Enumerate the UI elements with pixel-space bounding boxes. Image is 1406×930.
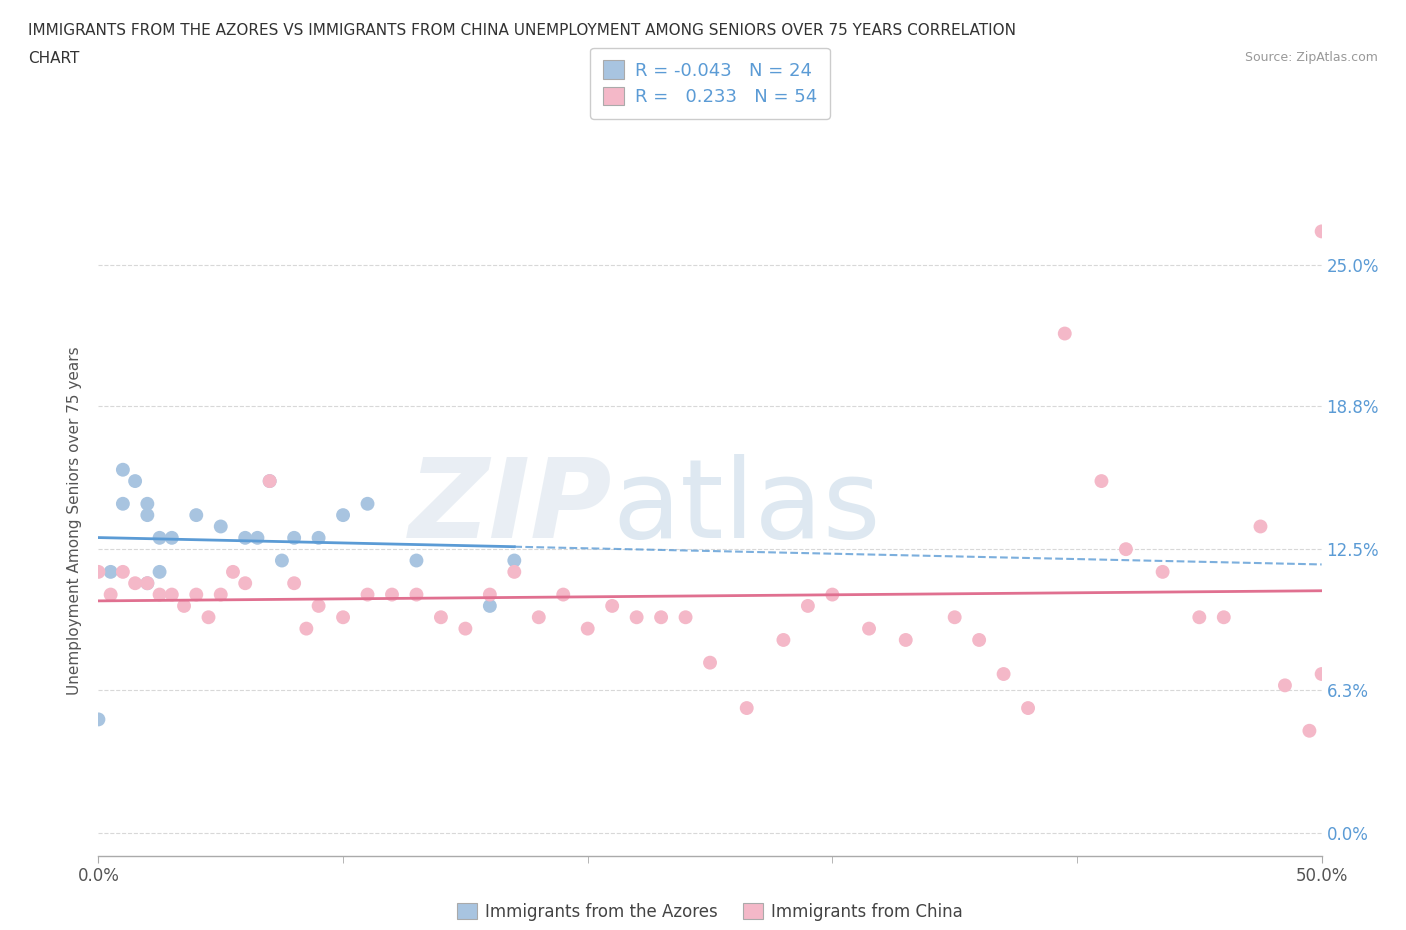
Point: [576, 621, 599, 636]
Point: [186, 508, 208, 523]
Point: [186, 587, 208, 602]
Point: [503, 553, 526, 568]
Point: [797, 599, 820, 614]
Text: IMMIGRANTS FROM THE AZORES VS IMMIGRANTS FROM CHINA UNEMPLOYMENT AMONG SENIORS O: IMMIGRANTS FROM THE AZORES VS IMMIGRANTS…: [28, 23, 1017, 38]
Legend: Immigrants from the Azores, Immigrants from China: Immigrants from the Azores, Immigrants f…: [450, 897, 970, 927]
Point: [100, 565, 122, 579]
Point: [1298, 724, 1320, 738]
Point: [160, 587, 183, 602]
Point: [222, 565, 245, 579]
Point: [1310, 224, 1333, 239]
Point: [136, 508, 159, 523]
Point: [1115, 542, 1137, 557]
Point: [1152, 565, 1174, 579]
Point: [821, 587, 844, 602]
Point: [295, 621, 318, 636]
Point: [270, 553, 294, 568]
Point: [454, 621, 477, 636]
Point: [308, 530, 330, 545]
Point: [259, 473, 281, 488]
Point: [332, 610, 354, 625]
Text: atlas: atlas: [612, 454, 880, 561]
Point: [405, 587, 427, 602]
Point: [478, 599, 501, 614]
Point: [1212, 610, 1234, 625]
Point: [149, 565, 172, 579]
Point: [246, 530, 269, 545]
Point: [1188, 610, 1211, 625]
Point: [858, 621, 880, 636]
Point: [111, 497, 134, 512]
Point: [197, 610, 219, 625]
Point: [993, 667, 1015, 682]
Point: [527, 610, 550, 625]
Text: ZIP: ZIP: [409, 454, 612, 561]
Point: [332, 508, 354, 523]
Point: [149, 530, 172, 545]
Point: [173, 599, 195, 614]
Point: [430, 610, 453, 625]
Point: [209, 519, 232, 534]
Point: [772, 632, 794, 647]
Point: [1017, 700, 1039, 715]
Point: [675, 610, 697, 625]
Point: [308, 599, 330, 614]
Point: [626, 610, 648, 625]
Point: [111, 462, 134, 477]
Point: [943, 610, 966, 625]
Point: [1274, 678, 1296, 693]
Point: [1249, 519, 1271, 534]
Point: [967, 632, 990, 647]
Point: [149, 587, 172, 602]
Text: Source: ZipAtlas.com: Source: ZipAtlas.com: [1244, 51, 1378, 64]
Point: [1310, 667, 1333, 682]
Point: [124, 576, 146, 591]
Point: [136, 576, 159, 591]
Point: [650, 610, 672, 625]
Point: [124, 473, 146, 488]
Point: [136, 497, 159, 512]
Point: [259, 473, 281, 488]
Point: [1090, 473, 1112, 488]
Point: [111, 565, 134, 579]
Point: [894, 632, 917, 647]
Text: CHART: CHART: [28, 51, 80, 66]
Point: [735, 700, 758, 715]
Point: [356, 587, 378, 602]
Point: [136, 576, 159, 591]
Point: [356, 497, 378, 512]
Y-axis label: Unemployment Among Seniors over 75 years: Unemployment Among Seniors over 75 years: [67, 347, 83, 695]
Point: [553, 587, 575, 602]
Point: [405, 553, 427, 568]
Point: [283, 576, 305, 591]
Point: [600, 599, 623, 614]
Point: [381, 587, 404, 602]
Point: [233, 576, 256, 591]
Point: [1053, 326, 1076, 341]
Point: [209, 587, 232, 602]
Point: [233, 530, 256, 545]
Point: [87, 712, 110, 727]
Point: [699, 656, 721, 671]
Point: [87, 565, 110, 579]
Point: [478, 587, 501, 602]
Point: [160, 530, 183, 545]
Point: [283, 530, 305, 545]
Point: [100, 587, 122, 602]
Point: [503, 565, 526, 579]
